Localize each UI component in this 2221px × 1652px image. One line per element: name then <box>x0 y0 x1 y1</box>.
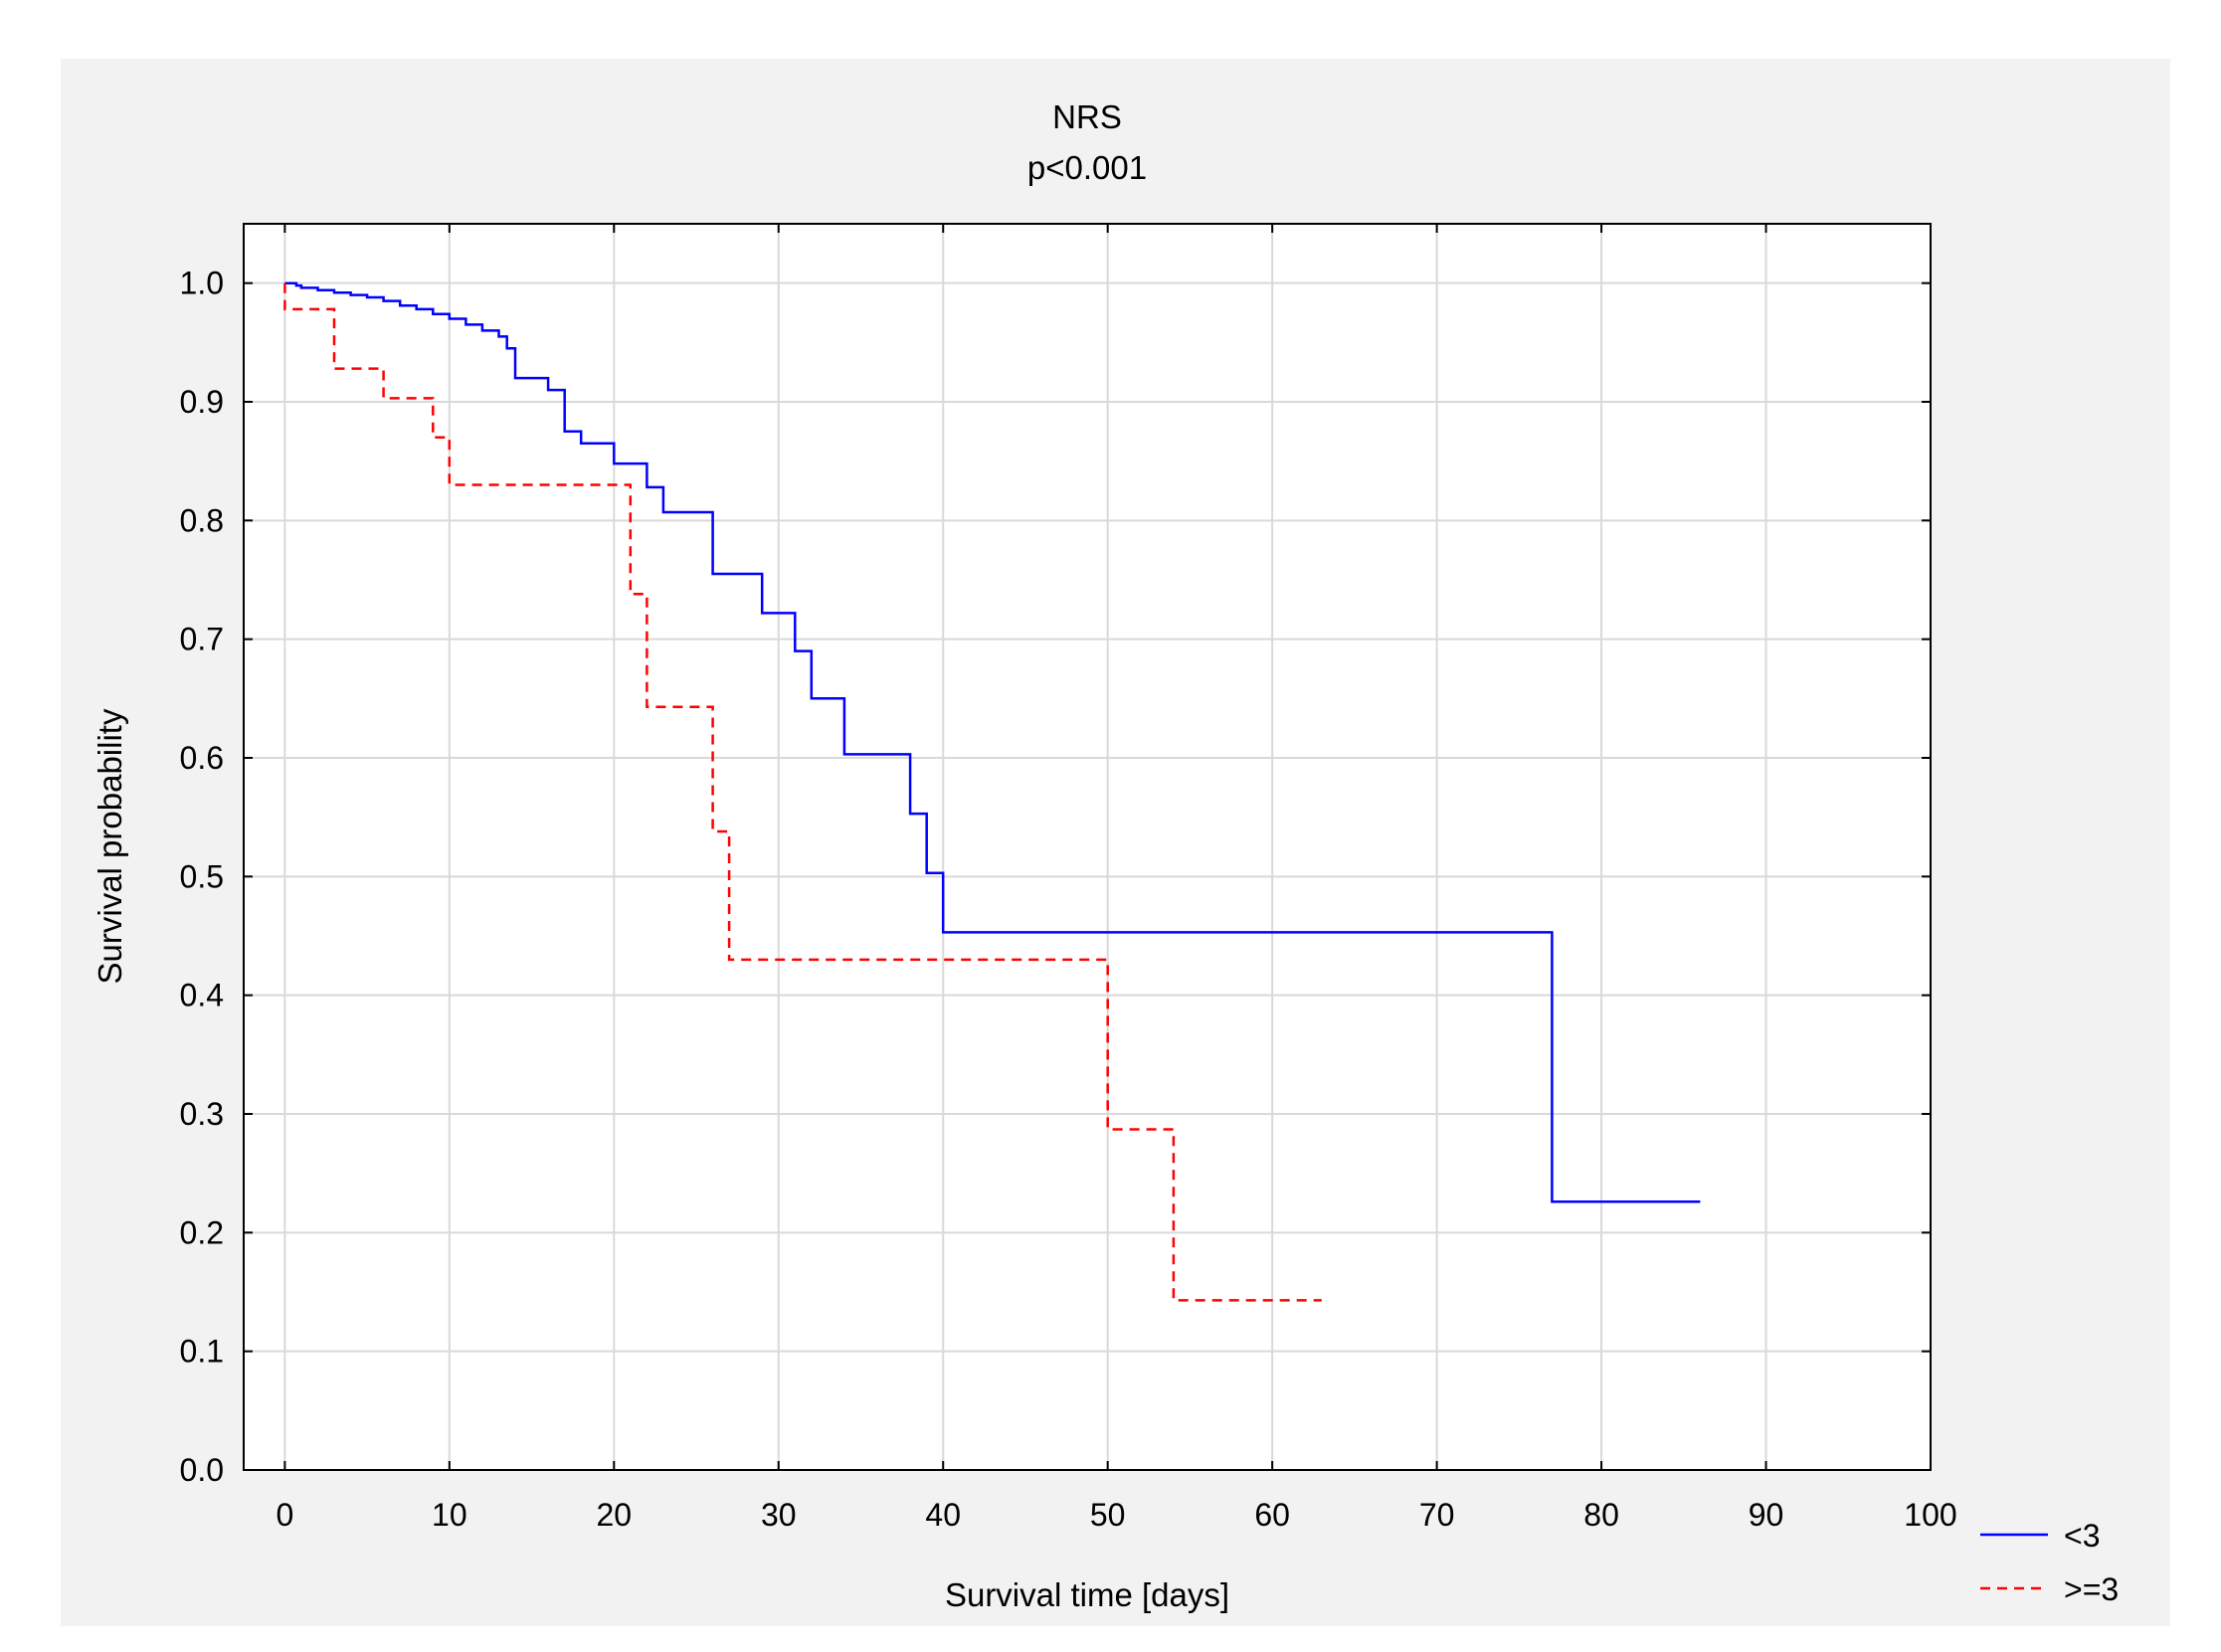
y-tick-label: 0.9 <box>180 384 224 420</box>
x-tick-label: 40 <box>925 1497 961 1533</box>
y-tick-label: 0.2 <box>180 1214 224 1250</box>
y-tick-label: 0.1 <box>180 1334 224 1370</box>
x-tick-label: 80 <box>1583 1497 1619 1533</box>
plot-frame <box>243 223 1932 1471</box>
axis-ticks: 0 10 20 30 40 50 60 70 80 90 100 0.0 0.1 0.2 0.3 0.4 0.5… <box>180 224 1957 1533</box>
y-tick-label: 0.3 <box>180 1096 224 1132</box>
legend-label-lt3: <3 <box>2064 1518 2100 1554</box>
x-tick-label: 70 <box>1419 1497 1455 1533</box>
y-axis-title: Survival probability <box>92 708 128 984</box>
x-tick-label: 0 <box>276 1497 293 1533</box>
chart-title: NRS <box>1052 98 1122 135</box>
y-tick-label: 0.7 <box>180 622 224 657</box>
y-tick-label: 1.0 <box>180 266 224 301</box>
y-tick-label: 0.5 <box>180 858 224 894</box>
series-line-lt3 <box>284 281 1701 1203</box>
legend-label-ge3: >=3 <box>2064 1571 2119 1607</box>
y-tick-label: 0.8 <box>180 502 224 538</box>
x-tick-label: 10 <box>432 1497 467 1533</box>
x-tick-label: 20 <box>596 1497 632 1533</box>
plot-area <box>244 224 1931 1470</box>
x-tick-label: 100 <box>1904 1497 1956 1533</box>
y-tick-label: 0.6 <box>180 740 224 776</box>
y-tick-label: 0.4 <box>180 978 224 1013</box>
x-tick-label: 60 <box>1254 1497 1290 1533</box>
x-tick-label: 90 <box>1749 1497 1784 1533</box>
y-tick-label: 0.0 <box>180 1452 224 1488</box>
x-tick-label: 30 <box>761 1497 797 1533</box>
x-tick-label: 50 <box>1090 1497 1126 1533</box>
series-lines <box>283 281 1701 1302</box>
legend: <3 >=3 <box>1980 1518 2119 1607</box>
x-axis-title: Survival time [days] <box>945 1576 1229 1613</box>
grid-lines <box>244 224 1932 1470</box>
series-line-ge3 <box>283 282 1322 1302</box>
chart-subtitle: p<0.001 <box>1027 149 1147 186</box>
